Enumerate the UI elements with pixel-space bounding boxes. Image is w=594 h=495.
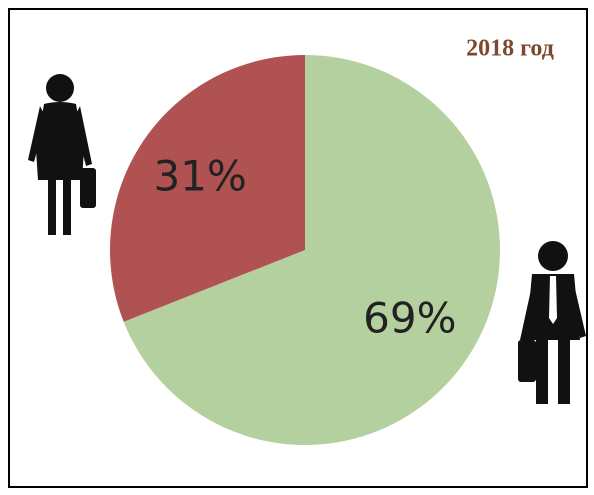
value-label: 31% — [153, 151, 246, 200]
pie — [109, 55, 500, 446]
pie-slice — [109, 55, 306, 322]
value-label: 69% — [363, 294, 456, 343]
woman-icon — [28, 74, 96, 235]
man-icon — [518, 241, 586, 404]
chart-title: 2018 год — [466, 36, 554, 62]
pie-slice — [123, 55, 500, 446]
